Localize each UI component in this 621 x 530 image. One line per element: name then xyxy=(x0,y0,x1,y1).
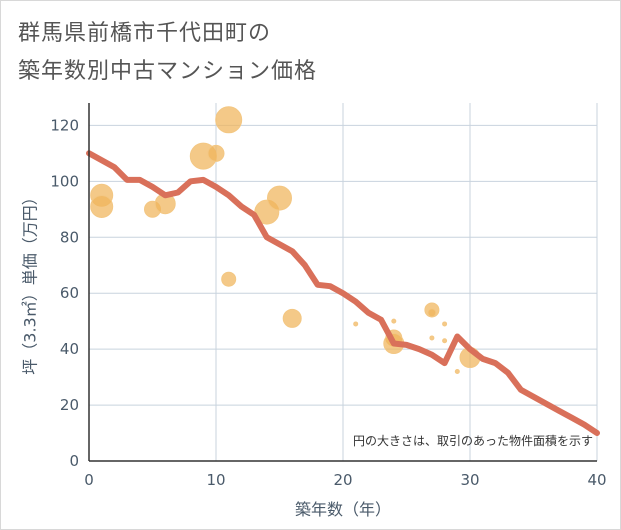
bubble-size-note: 円の大きさは、取引のあった物件面積を示す xyxy=(353,433,593,448)
bubble-point-11 xyxy=(353,321,359,327)
grid-lines xyxy=(89,103,598,461)
bubble-point-17 xyxy=(429,335,435,341)
bubble-point-1 xyxy=(90,194,114,218)
y-tick-label-60: 60 xyxy=(60,284,79,302)
bubble-point-19 xyxy=(442,338,448,344)
bubble-point-20 xyxy=(454,369,460,374)
y-axis-label: 坪（3.3㎡）単価（万円） xyxy=(21,189,40,374)
bubble-point-5 xyxy=(207,144,225,162)
x-tick-label-0: 0 xyxy=(84,471,94,489)
y-tick-label-40: 40 xyxy=(60,340,79,358)
bubble-point-10 xyxy=(282,308,302,328)
bubble-point-6 xyxy=(215,106,243,134)
bubble-point-7 xyxy=(221,271,237,287)
bubbles xyxy=(90,106,481,374)
chart-title-line-2: 築年数別中古マンション価格 xyxy=(18,59,318,84)
bubble-point-9 xyxy=(267,185,292,211)
bubble-point-18 xyxy=(442,321,448,327)
chart-title-line-1: 群馬県前橋市千代田町の xyxy=(18,21,272,46)
bubble-point-16 xyxy=(427,308,437,318)
tick-labels: 0 20 40 60 80 100 120 0 10 20 30 40 xyxy=(50,116,606,489)
bubble-point-12 xyxy=(391,318,397,324)
x-tick-label-30: 30 xyxy=(460,471,479,489)
trend-line xyxy=(86,150,600,436)
y-tick-label-100: 100 xyxy=(50,172,79,190)
x-tick-label-10: 10 xyxy=(206,471,225,489)
axes xyxy=(88,103,597,462)
y-tick-label-20: 20 xyxy=(60,396,79,414)
x-tick-label-40: 40 xyxy=(587,471,606,489)
y-tick-label-0: 0 xyxy=(69,452,79,470)
x-tick-label-20: 20 xyxy=(333,471,352,489)
y-tick-label-120: 120 xyxy=(50,116,79,134)
y-tick-label-80: 80 xyxy=(60,228,79,246)
x-axis-label: 築年数（年） xyxy=(295,500,391,519)
